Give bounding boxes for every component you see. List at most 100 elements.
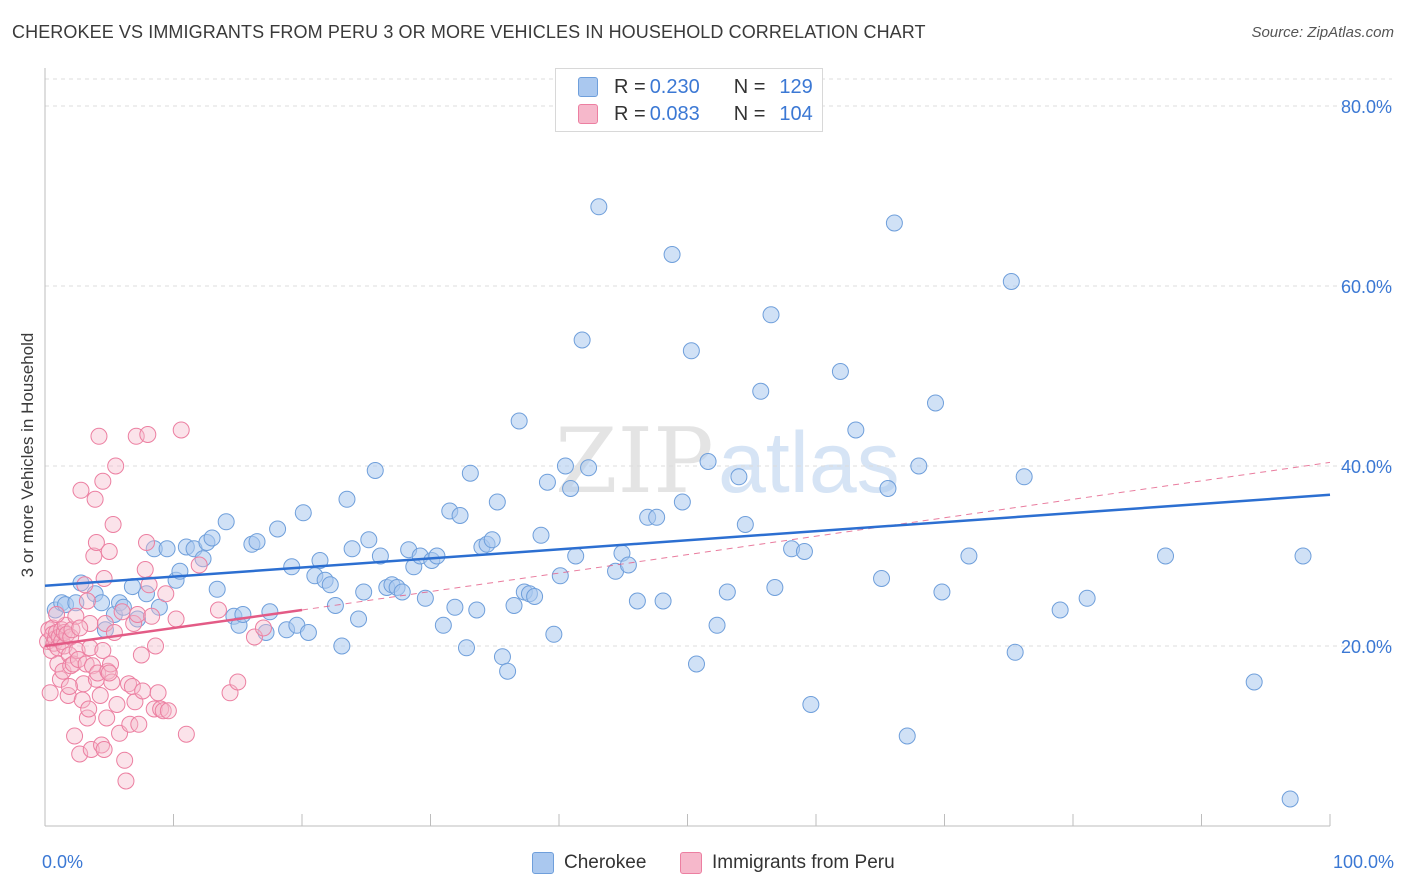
peru-point (71, 619, 89, 637)
cherokee-point (898, 727, 916, 745)
cherokee-point (321, 576, 339, 594)
peru-point (94, 642, 112, 659)
cherokee-point (510, 412, 528, 430)
peru-point (116, 751, 134, 769)
peru-point (90, 427, 108, 445)
cherokee-point (468, 601, 486, 619)
cherokee-point (831, 363, 849, 380)
r-label: R = (614, 75, 646, 98)
peru-point (77, 655, 95, 673)
legend-label-cherokee: Cherokee (564, 852, 647, 873)
peru-point (60, 678, 78, 695)
y-tick-label: 40.0% (1341, 457, 1392, 477)
cherokee-point (355, 583, 373, 601)
peru-point (95, 570, 113, 587)
peru-point (100, 664, 118, 682)
cherokee-point (526, 588, 544, 605)
cherokee-point (416, 589, 434, 607)
x-tick-label-min: 0.0% (42, 852, 84, 872)
peru-point (132, 646, 150, 664)
cherokee-point (673, 493, 691, 511)
cherokee-point (366, 462, 384, 479)
cherokee-point (93, 594, 111, 612)
peru-point (75, 675, 93, 693)
peru-point (154, 702, 172, 720)
legend-label-peru: Immigrants from Peru (712, 852, 895, 873)
chart-source: Source: ZipAtlas.com (1251, 24, 1394, 41)
peru-point (117, 772, 135, 790)
peru-point (104, 516, 122, 533)
cherokee-point (847, 421, 865, 439)
peru-point (121, 715, 139, 733)
cherokee-point (752, 382, 770, 400)
peru-point (139, 426, 157, 443)
cherokee-point (1015, 468, 1033, 486)
peru-point (172, 421, 190, 439)
cherokee-point (538, 473, 556, 491)
cherokee-point (708, 616, 726, 634)
legend-item-cherokee[interactable]: Cherokee (532, 852, 646, 874)
peru-point (85, 547, 103, 565)
peru-point (143, 607, 161, 625)
cherokee-point (562, 480, 580, 497)
n-value: 129 (779, 75, 813, 98)
cherokee-point (718, 583, 736, 601)
cherokee-point (428, 547, 446, 565)
cherokee-point (248, 533, 266, 551)
cherokee-point (488, 493, 506, 511)
cherokee-point (545, 625, 563, 643)
peru-trendline (44, 608, 303, 648)
peru-point (95, 741, 113, 758)
cherokee-point (505, 597, 523, 614)
peru-point (147, 637, 165, 655)
cherokee-point (687, 655, 705, 673)
cherokee-point (654, 592, 672, 610)
peru-point (177, 725, 195, 743)
cherokee-point (451, 507, 469, 524)
peru-point (102, 655, 120, 673)
cherokee-point (766, 579, 784, 596)
peru-point (130, 715, 148, 733)
peru-point (167, 610, 185, 628)
peru-point (140, 576, 158, 594)
peru-point (229, 673, 247, 691)
cherokee-point (933, 583, 951, 601)
cherokee-point (1078, 589, 1096, 607)
cherokee-point (261, 603, 279, 621)
peru-point (107, 457, 125, 475)
cherokee-point (299, 624, 317, 641)
peru-point (72, 481, 90, 499)
y-tick-label: 60.0% (1341, 277, 1392, 297)
cherokee-point (960, 547, 978, 565)
cherokee-point (795, 543, 813, 560)
cherokee-point (532, 526, 550, 544)
peru-point (78, 709, 96, 727)
n-label: N = (733, 102, 766, 125)
peru-point (82, 741, 100, 758)
cherokee-point (802, 696, 820, 713)
cherokee-point (350, 610, 368, 628)
peru-point (86, 490, 104, 508)
cherokee-point (360, 531, 378, 549)
y-tick-label: 80.0% (1341, 97, 1392, 117)
cherokee-point (628, 592, 646, 610)
legend-item-peru[interactable]: Immigrants from Peru (680, 852, 895, 874)
r-label: R = (614, 102, 646, 125)
cherokee-point (910, 457, 928, 475)
cherokee-point (1294, 547, 1312, 565)
cherokee-point (371, 547, 389, 565)
cherokee-point (269, 520, 287, 538)
cherokee-point (580, 459, 598, 477)
cherokee-point (619, 556, 637, 574)
peru-swatch-icon (578, 104, 598, 124)
cherokee-point (879, 480, 897, 497)
cherokee-point (648, 508, 666, 526)
peru-point (94, 472, 112, 490)
cherokee-point (885, 214, 903, 232)
cherokee-point (294, 504, 312, 522)
peru-point (136, 561, 154, 578)
peru-point (157, 585, 175, 603)
peru-point (87, 534, 105, 551)
cherokee-point (1002, 273, 1020, 290)
